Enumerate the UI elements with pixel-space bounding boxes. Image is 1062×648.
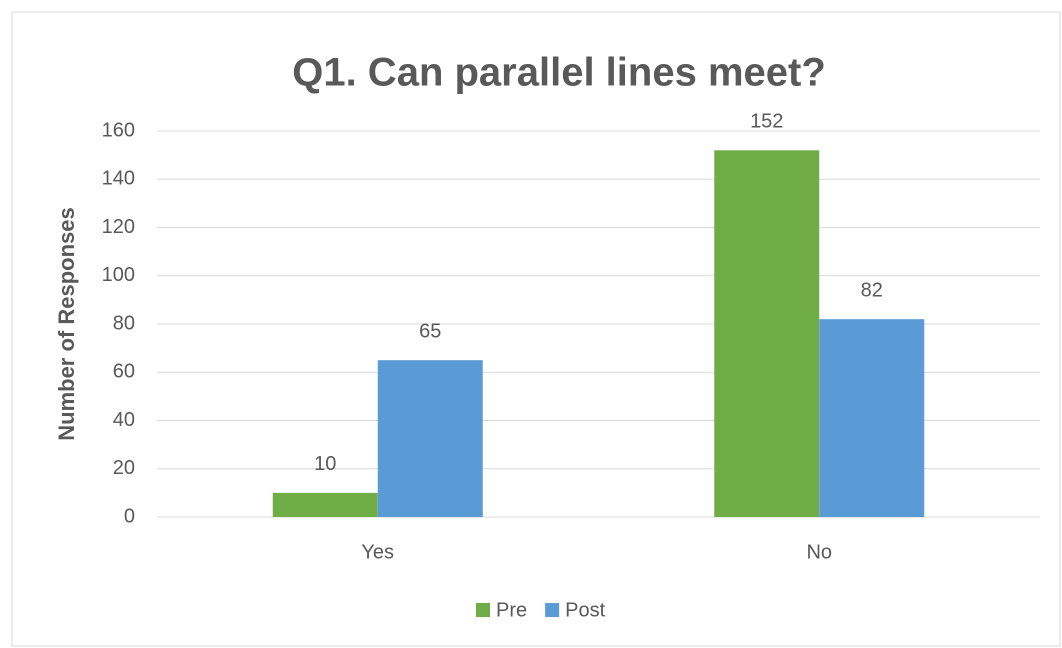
data-label: 152 xyxy=(750,111,783,133)
y-tick-label: 60 xyxy=(113,361,135,383)
y-tick-label: 100 xyxy=(102,264,135,286)
y-tick-label: 120 xyxy=(102,216,135,238)
legend-swatch xyxy=(545,603,560,617)
x-tick-label: No xyxy=(806,541,832,563)
x-tick-label: Yes xyxy=(361,541,394,563)
bar xyxy=(819,319,925,517)
y-tick-label: 0 xyxy=(124,505,135,527)
data-label: 82 xyxy=(861,279,883,301)
y-tick-label: 140 xyxy=(102,168,135,190)
legend-swatch xyxy=(476,603,490,617)
bar xyxy=(377,360,483,517)
legend-label: Post xyxy=(565,599,605,621)
bar xyxy=(714,150,820,518)
data-label: 65 xyxy=(419,320,441,342)
y-tick-label: 80 xyxy=(113,312,135,334)
y-tick-label: 40 xyxy=(113,409,135,431)
legend-label: Pre xyxy=(496,599,527,621)
chart-title: Q1. Can parallel lines meet? xyxy=(292,51,826,95)
data-label: 10 xyxy=(314,453,336,475)
y-axis-label: Number of Responses xyxy=(54,207,79,441)
y-tick-label: 20 xyxy=(113,457,135,479)
bar xyxy=(272,492,378,517)
y-tick-label: 160 xyxy=(102,119,135,141)
